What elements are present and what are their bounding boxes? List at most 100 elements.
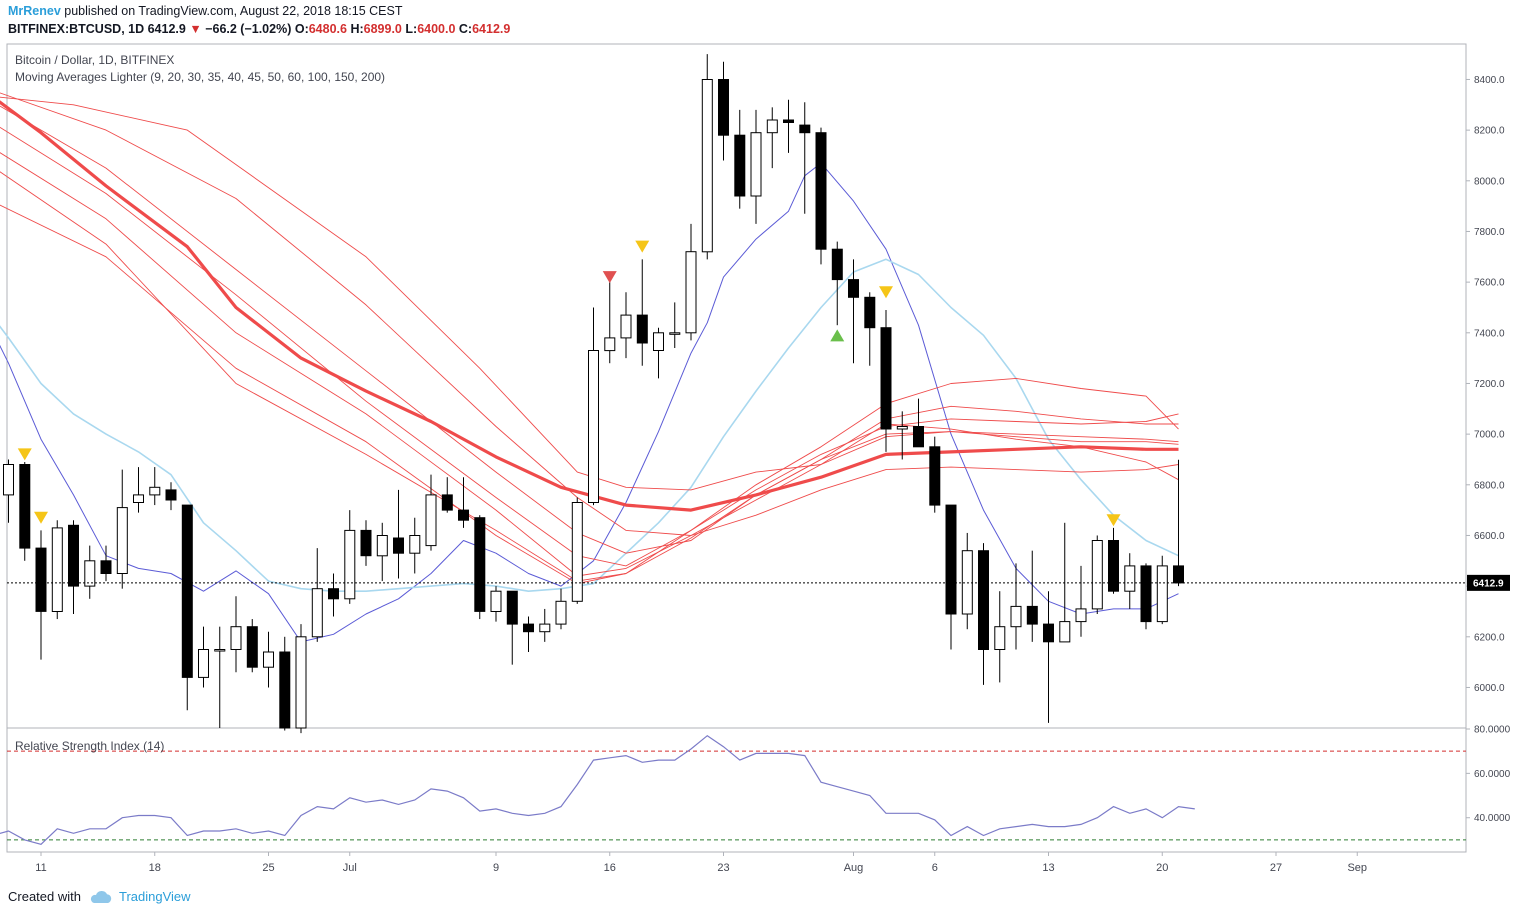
candle-body xyxy=(766,119,778,134)
price-tick-6000-0: 6000.0 xyxy=(1474,683,1505,694)
candle-body xyxy=(474,517,486,612)
candle-body xyxy=(783,119,794,123)
candle xyxy=(311,548,323,642)
candle xyxy=(1140,563,1152,630)
price-tick-7800-0: 7800.0 xyxy=(1474,227,1505,238)
candle xyxy=(328,573,339,617)
last-price-badge-label: 6412.9 xyxy=(1473,578,1504,589)
candle-body xyxy=(376,535,388,557)
candle-body xyxy=(523,623,534,633)
time-tick-18: 18 xyxy=(149,862,161,874)
author-link[interactable]: MrRenev xyxy=(8,4,61,18)
candle xyxy=(19,462,31,561)
symbol-ohlc-line: BITFINEX:BTCUSD, 1D 6412.9 ▼ −66.2 (−1.0… xyxy=(8,22,510,36)
candle-body xyxy=(1026,605,1038,625)
rsi-line xyxy=(0,734,1195,845)
candle xyxy=(701,54,713,260)
candle-body xyxy=(1091,540,1103,610)
sell-signal-marker xyxy=(879,286,893,299)
rsi-tick-60-0000: 60.0000 xyxy=(1474,769,1511,780)
buy-signal-marker xyxy=(830,329,845,342)
time-tick-aug: Aug xyxy=(844,862,864,874)
candle-body xyxy=(604,337,616,352)
candle xyxy=(198,626,209,688)
candle-body xyxy=(3,464,14,496)
candle-body xyxy=(555,600,567,625)
candle xyxy=(474,515,486,620)
candle-body xyxy=(149,486,161,496)
candle-body xyxy=(1124,565,1136,592)
rsi-pane: 40.0000 60.0000 80.0000 xyxy=(0,725,1511,845)
candle-body xyxy=(734,134,746,197)
candle xyxy=(588,307,599,506)
price-tick-8000-0: 8000.0 xyxy=(1474,176,1505,187)
candle xyxy=(685,223,697,341)
candle xyxy=(84,545,96,599)
candle-body xyxy=(360,529,372,557)
candle xyxy=(506,590,518,665)
time-tick-25: 25 xyxy=(262,862,274,874)
candle-body xyxy=(620,314,632,339)
high-value: 6899.0 xyxy=(363,22,402,36)
candle-body xyxy=(295,636,307,729)
candle xyxy=(425,474,437,551)
candle-body xyxy=(409,535,421,554)
time-tick-23: 23 xyxy=(717,862,729,874)
candle xyxy=(555,588,567,630)
sell-signal-marker xyxy=(602,271,617,284)
candle xyxy=(636,259,648,366)
candle-body xyxy=(1010,605,1022,628)
candle-body xyxy=(490,590,502,613)
candle xyxy=(896,411,908,460)
candle xyxy=(653,327,664,379)
candle-body xyxy=(1173,565,1184,584)
time-axis[interactable]: 11 18 25 Jul 9 16 23 Aug 6 13 20 27 Sep xyxy=(35,852,1367,874)
time-tick-jul: Jul xyxy=(343,862,357,874)
sell-signal-marker xyxy=(17,448,32,461)
candle-body xyxy=(1059,621,1071,643)
candle xyxy=(360,520,372,566)
tradingview-cloud-icon xyxy=(90,890,112,903)
candle xyxy=(246,619,258,673)
candle xyxy=(1075,565,1087,637)
candle-body xyxy=(880,327,892,430)
candle xyxy=(441,477,453,513)
candle-body xyxy=(441,494,453,511)
symbol-label: BITFINEX:BTCUSD, 1D xyxy=(8,22,145,36)
rsi-label: Relative Strength Index (14) xyxy=(15,739,164,753)
ma-60-line xyxy=(0,92,1179,536)
time-tick-20: 20 xyxy=(1156,862,1168,874)
candle-body xyxy=(539,623,551,633)
candle-body xyxy=(864,296,876,329)
candle xyxy=(1010,563,1022,650)
candle-body xyxy=(214,649,226,652)
candle xyxy=(263,631,274,688)
candle-body xyxy=(994,626,1006,651)
price-tick-7000-0: 7000.0 xyxy=(1474,430,1505,441)
close-label: C: xyxy=(458,22,473,36)
candle xyxy=(734,109,746,209)
candle xyxy=(344,510,356,604)
candle-body xyxy=(701,79,713,253)
candle xyxy=(1124,553,1136,609)
candle xyxy=(1043,591,1054,723)
candle xyxy=(1091,535,1103,614)
price-axis[interactable]: 6000.06200.06400.06600.06800.07000.07200… xyxy=(1466,75,1510,694)
candle-body xyxy=(68,524,79,587)
candle xyxy=(539,608,551,642)
candle-body xyxy=(799,124,811,134)
candle xyxy=(68,520,79,614)
candle xyxy=(295,624,307,734)
candle xyxy=(1156,555,1168,625)
candle xyxy=(994,591,1006,683)
candle xyxy=(831,241,843,326)
candle-body xyxy=(669,332,681,335)
open-value: 6480.6 xyxy=(308,22,347,36)
candle xyxy=(669,302,681,348)
tradingview-link[interactable]: TradingView xyxy=(118,889,191,904)
candle-body xyxy=(246,626,258,668)
price-tick-6200-0: 6200.0 xyxy=(1474,632,1505,643)
ma-50-line xyxy=(0,105,1179,554)
candle xyxy=(490,586,502,622)
